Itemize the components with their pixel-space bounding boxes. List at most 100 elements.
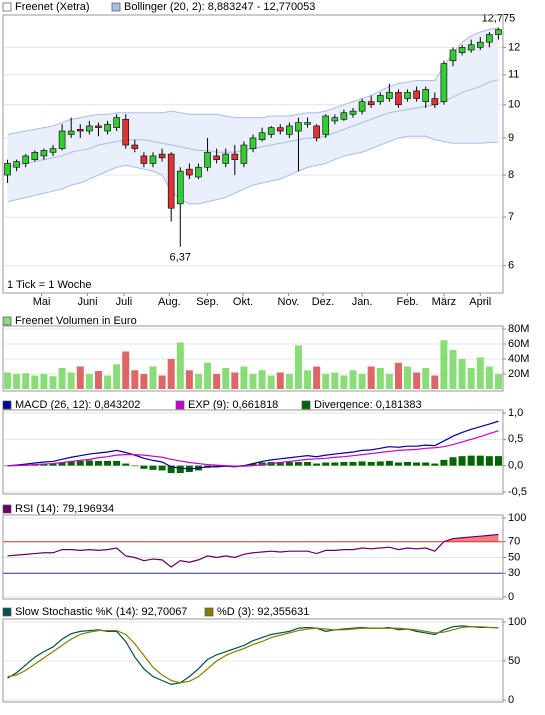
legend-label: Divergence: 0,181383 xyxy=(314,399,422,411)
volume-bar xyxy=(449,350,457,389)
divergence-bar xyxy=(176,465,184,474)
divergence-bar xyxy=(94,460,102,466)
divergence-bar xyxy=(485,456,493,466)
candle-body xyxy=(122,118,130,146)
plot-border xyxy=(2,514,504,600)
volume-bar xyxy=(413,372,421,389)
band-fill xyxy=(7,27,499,204)
y-tick-label: 0,0 xyxy=(508,460,523,472)
series-line xyxy=(7,430,499,467)
candle-body xyxy=(222,153,230,164)
divergence-bar xyxy=(131,465,139,467)
legend-swatch xyxy=(2,400,12,410)
volume-bar xyxy=(49,376,57,389)
candle-body xyxy=(195,166,202,178)
legend-swatch xyxy=(2,607,12,617)
divergence-bar xyxy=(494,456,502,466)
volume-bar xyxy=(349,370,357,389)
divergence-bar xyxy=(104,460,112,466)
volume-bar xyxy=(331,372,339,389)
candle-body xyxy=(40,150,48,157)
candle-body xyxy=(358,101,366,112)
volume-bar xyxy=(104,375,112,389)
candle-body xyxy=(295,122,302,132)
candle-body xyxy=(440,63,448,102)
volume-bar xyxy=(476,357,484,389)
volume-bar xyxy=(249,374,257,389)
candle-body xyxy=(431,98,439,106)
x-tick-label: Dez. xyxy=(312,296,335,308)
volume-bar xyxy=(276,372,284,389)
volume-bar xyxy=(158,375,166,389)
divergence-bar xyxy=(158,465,166,471)
divergence-bar xyxy=(340,461,348,466)
legend-swatch xyxy=(204,607,214,617)
candle-body xyxy=(395,92,402,106)
y-tick-label: 80M xyxy=(508,323,529,335)
band-line xyxy=(7,27,499,135)
legend-label: Slow Stochastic %K (14): 92,70067 xyxy=(15,606,187,618)
volume-bar xyxy=(31,375,39,389)
divergence-bar xyxy=(76,460,84,466)
y-tick-label: 9 xyxy=(508,132,514,144)
volume-bar xyxy=(204,362,212,389)
candle-body xyxy=(131,144,139,149)
annotation: 12,775 xyxy=(482,13,516,25)
divergence-bar xyxy=(4,465,12,467)
legend-swatch xyxy=(2,316,12,326)
candle-body xyxy=(240,144,248,164)
legend-swatch xyxy=(111,2,121,12)
divergence-bar xyxy=(376,461,384,466)
candle-body xyxy=(331,117,339,122)
divergence-bar xyxy=(49,463,57,466)
x-tick-label: Nov. xyxy=(278,296,300,308)
divergence-bar xyxy=(385,460,393,466)
volume-bar xyxy=(40,374,48,389)
volume-bar xyxy=(404,366,412,389)
volume-bar xyxy=(140,374,148,389)
volume-bar xyxy=(176,342,184,389)
y-tick-label: 20M xyxy=(508,368,529,380)
candle-body xyxy=(422,89,430,102)
divergence-bar xyxy=(476,455,484,466)
divergence-bar xyxy=(294,461,302,466)
candle-body xyxy=(404,92,411,99)
candle-body xyxy=(276,127,284,132)
volume-bar xyxy=(394,362,402,389)
y-tick-label: 50 xyxy=(508,551,520,563)
divergence-bar xyxy=(449,457,457,466)
y-tick-label: 12 xyxy=(508,41,520,53)
volume-bar xyxy=(213,374,221,389)
divergence-bar xyxy=(394,462,402,466)
volume-bar xyxy=(58,368,66,389)
candle-body xyxy=(149,155,157,164)
volume-bar xyxy=(113,364,121,389)
volume-bar xyxy=(194,374,202,389)
candle-body xyxy=(95,125,102,128)
y-tick-label: 7 xyxy=(508,211,514,223)
series-line xyxy=(7,533,499,568)
volume-bar xyxy=(167,359,175,389)
divergence-bar xyxy=(113,460,121,466)
volume-bar xyxy=(340,375,348,389)
annotation: 6,37 xyxy=(170,252,191,264)
legend-swatch xyxy=(301,400,311,410)
series-line xyxy=(7,420,499,470)
x-tick-label: Jan. xyxy=(352,296,373,308)
volume-bar xyxy=(285,374,293,389)
candle-body xyxy=(313,125,320,139)
volume-bar xyxy=(4,372,12,389)
volume-bar xyxy=(422,368,430,389)
candle-body xyxy=(31,151,39,160)
y-tick-label: 8 xyxy=(508,169,514,181)
x-tick-label: Sep. xyxy=(196,296,219,308)
volume-bar xyxy=(485,366,493,389)
divergence-bar xyxy=(304,461,312,466)
candle-body xyxy=(58,130,66,149)
legend-swatch xyxy=(2,504,12,514)
volume-bar xyxy=(385,374,393,389)
plot-border xyxy=(2,14,504,294)
volume-bar xyxy=(367,366,375,389)
volume-bar xyxy=(376,368,384,389)
plot-border xyxy=(2,325,504,392)
